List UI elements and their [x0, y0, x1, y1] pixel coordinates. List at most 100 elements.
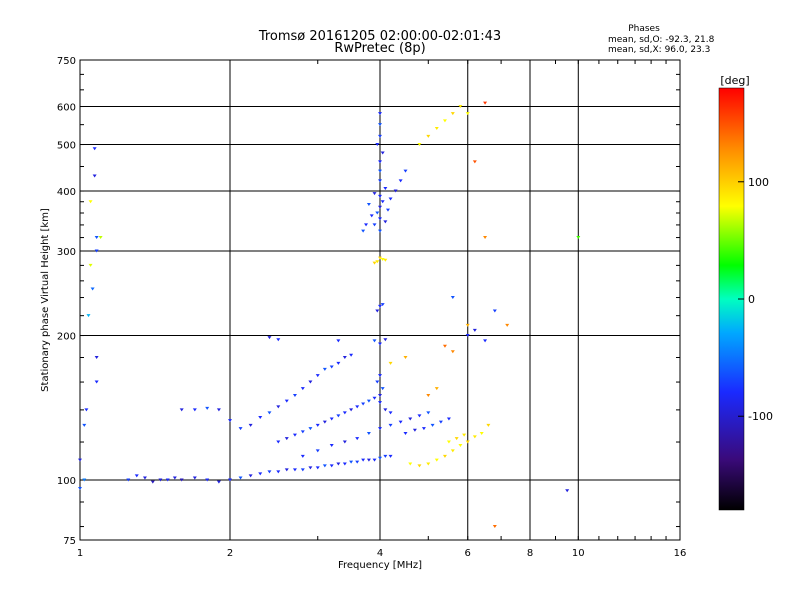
x-mode-point [450, 350, 455, 354]
o-mode-point [342, 440, 347, 444]
o-mode-point [90, 287, 95, 291]
x-mode-point [426, 134, 431, 138]
o-mode-point [329, 464, 334, 468]
o-mode-point [355, 460, 360, 464]
x-mode-point [462, 433, 467, 437]
o-mode-point [383, 408, 388, 412]
x-mode-point [492, 525, 497, 529]
o-mode-point [315, 449, 320, 453]
o-mode-point [383, 454, 388, 458]
o-mode-point [329, 444, 334, 448]
x-mode-point [442, 454, 447, 458]
o-mode-point [322, 367, 327, 371]
o-mode-point [86, 314, 91, 318]
x-mode-point [446, 440, 451, 444]
o-mode-point [388, 423, 393, 427]
o-mode-point [372, 458, 377, 462]
o-mode-point [378, 342, 382, 346]
y-tick-label: 500 [57, 141, 76, 152]
o-mode-point [369, 214, 374, 218]
o-mode-point [300, 387, 305, 391]
x-mode-point [483, 236, 488, 240]
y-tick-label: 300 [57, 247, 76, 258]
colorbar-tick-label: 0 [748, 293, 755, 306]
o-mode-point [342, 411, 347, 415]
x-axis-ticks: 1 2 4 6 8 10 16 [77, 60, 686, 559]
o-mode-point [276, 338, 281, 342]
x-tick-label: 10 [572, 548, 585, 559]
phase-legend-line-o: mean, sd,O: -92.3, 21.8 [608, 35, 715, 45]
o-mode-point [329, 365, 334, 369]
o-mode-point [267, 336, 272, 340]
o-mode-point [565, 489, 570, 493]
o-mode-point [336, 361, 341, 365]
o-mode-point [380, 151, 385, 155]
o-mode-point [450, 296, 455, 300]
y-tick-label: 100 [57, 476, 76, 487]
o-mode-point [380, 303, 385, 307]
o-mode-point [78, 458, 82, 462]
o-mode-point [403, 169, 408, 173]
o-mode-point [446, 417, 451, 421]
o-mode-point [315, 423, 320, 427]
y-axis-ticks: 75 100 200 300 400 500 600 750 [57, 56, 680, 547]
o-mode-point [248, 474, 253, 478]
o-mode-point [88, 200, 93, 204]
x-mode-point [465, 440, 470, 444]
o-mode-point [472, 328, 477, 332]
o-mode-point [393, 189, 398, 193]
x-mode-point [372, 261, 377, 265]
o-mode-point [94, 380, 99, 384]
o-mode-point [300, 430, 305, 434]
o-mode-point [378, 160, 382, 164]
x-mode-point [383, 258, 388, 262]
o-mode-point [292, 394, 297, 398]
x-tick-label: 8 [527, 548, 533, 559]
o-mode-point [375, 211, 380, 215]
x-mode-point [450, 449, 455, 453]
o-mode-point [238, 476, 243, 480]
o-mode-point [192, 408, 197, 412]
o-mode-point [216, 408, 221, 412]
x-mode-point [442, 344, 447, 348]
o-mode-point [375, 309, 380, 313]
o-mode-point [398, 420, 403, 424]
o-mode-point [366, 399, 371, 403]
o-mode-point [366, 458, 371, 462]
o-mode-point [150, 480, 155, 484]
x-mode-point [465, 323, 470, 327]
colorbar-title: [deg] [720, 74, 749, 87]
colorbar-tick-label: -100 [748, 410, 773, 423]
o-mode-point [205, 406, 210, 410]
o-mode-point [378, 229, 382, 233]
o-mode-point [349, 460, 354, 464]
o-mode-point [361, 229, 366, 233]
phase-legend-title: Phases [628, 24, 660, 34]
o-mode-point [372, 396, 377, 400]
o-mode-point [355, 405, 360, 409]
o-mode-point [378, 179, 382, 183]
x-mode-point [403, 355, 408, 359]
o-mode-point [378, 401, 382, 405]
o-mode-point [355, 437, 360, 441]
x-mode-point [454, 437, 459, 441]
o-mode-point [276, 440, 281, 444]
o-mode-point [342, 355, 347, 359]
x-mode-point [458, 105, 463, 109]
o-mode-point [172, 476, 177, 480]
chart-title: Tromsø 20161205 02:00:00-02:01:43 [258, 29, 501, 44]
x-mode-point [434, 387, 439, 391]
o-mode-point [383, 338, 388, 342]
o-mode-point [300, 454, 305, 458]
o-mode-point [378, 304, 382, 308]
o-mode-point [322, 420, 327, 424]
o-mode-point [165, 478, 170, 482]
o-mode-point [82, 423, 87, 427]
o-mode-point [329, 417, 334, 421]
x-mode-point [417, 143, 422, 147]
o-mode-point [126, 478, 131, 482]
o-mode-point [284, 437, 289, 441]
o-mode-point [322, 464, 327, 468]
o-mode-point [378, 456, 382, 460]
x-mode-point [465, 112, 470, 116]
